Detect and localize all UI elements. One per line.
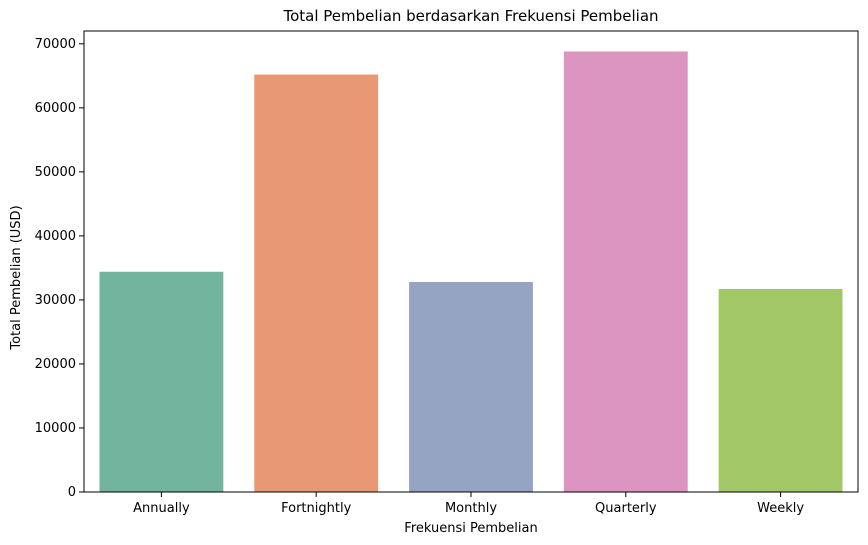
y-tick-label-50000: 50000: [35, 165, 76, 180]
bar-weekly: [718, 289, 843, 492]
y-axis-label: Total Pembelian (USD): [9, 205, 24, 350]
y-axis: 0 10000 20000 30000 40000 50000 60000 70000: [35, 37, 84, 500]
bars: [99, 51, 843, 493]
y-tick-label-70000: 70000: [35, 37, 76, 52]
bar-fortnightly: [254, 74, 379, 493]
x-axis: Annually Fortnightly Monthly Quarterly Weekl…: [133, 492, 804, 516]
y-tick-label-0: 0: [68, 485, 76, 500]
bar-annually: [99, 271, 224, 492]
x-tick-label-annually: Annually: [133, 501, 190, 516]
x-tick-label-quarterly: Quarterly: [595, 501, 657, 516]
x-tick-label-fortnightly: Fortnightly: [281, 501, 351, 516]
y-tick-label-20000: 20000: [35, 357, 76, 372]
bar-quarterly: [563, 51, 688, 492]
x-tick-label-weekly: Weekly: [757, 501, 804, 516]
plot-frame: [83, 30, 859, 493]
y-tick-label-30000: 30000: [35, 293, 76, 308]
chart-title: Total Pembelian berdasarkan Frekuensi Pe…: [282, 7, 658, 25]
y-tick-label-40000: 40000: [35, 229, 76, 244]
x-tick-label-monthly: Monthly: [445, 501, 497, 516]
y-tick-label-10000: 10000: [35, 421, 76, 436]
x-axis-label: Frekuensi Pembelian: [404, 521, 537, 536]
bar-monthly: [409, 281, 533, 492]
y-tick-label-60000: 60000: [35, 101, 76, 116]
